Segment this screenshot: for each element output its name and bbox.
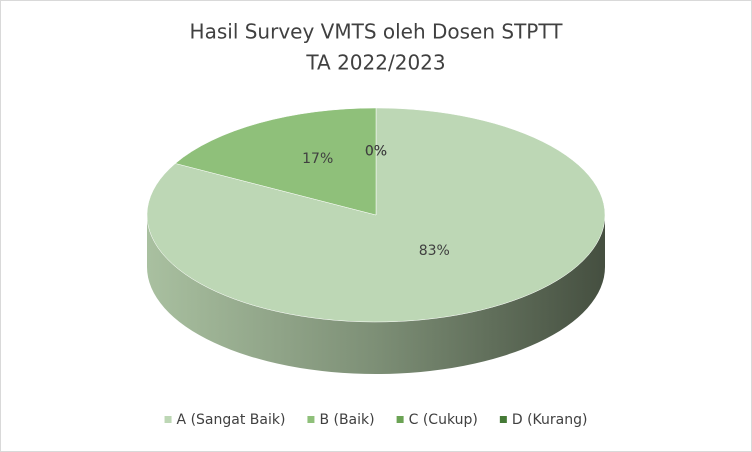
legend-swatch	[164, 416, 172, 423]
chart-subtitle: TA 2022/2023	[305, 51, 445, 75]
data-label: 0%	[365, 144, 387, 160]
data-label: 83%	[419, 243, 450, 259]
legend-swatch	[499, 416, 507, 423]
data-label: 17%	[302, 151, 333, 167]
legend-label: C (Cukup)	[409, 412, 478, 428]
chart-title: Hasil Survey VMTS oleh Dosen STPTT	[190, 20, 564, 44]
slice	[174, 107, 377, 216]
legend-label: B (Baik)	[319, 412, 374, 428]
legend-swatch	[307, 416, 315, 423]
legend-label: D (Kurang)	[512, 412, 588, 428]
slice-side	[147, 215, 605, 374]
legend-swatch	[396, 416, 404, 423]
data-label: 0%	[365, 144, 387, 160]
legend-label: A (Sangat Baik)	[177, 412, 286, 428]
